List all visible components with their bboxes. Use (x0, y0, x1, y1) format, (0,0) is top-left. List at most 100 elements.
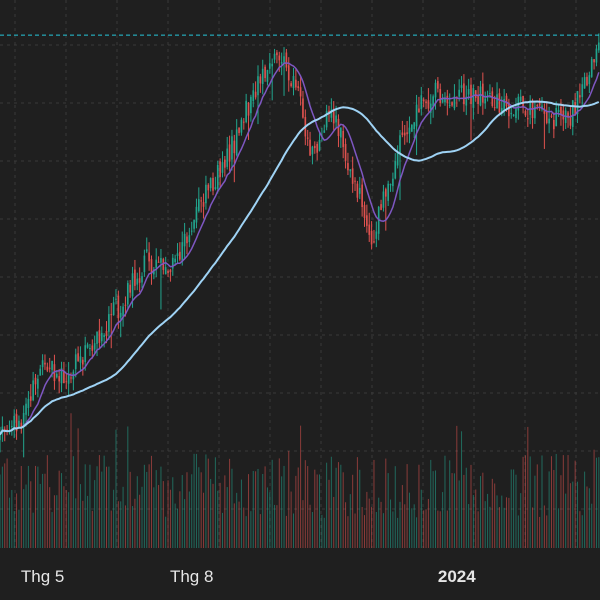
candle-body (13, 415, 16, 428)
candle-body (553, 119, 555, 130)
candle-body (138, 278, 141, 283)
candle-body (550, 115, 553, 117)
candle-body (460, 85, 463, 88)
candle-body (529, 100, 532, 115)
candle-body (202, 202, 205, 207)
candle-body (313, 145, 316, 149)
candle-body (323, 130, 326, 133)
candle-body (557, 109, 560, 113)
candle-body (413, 122, 416, 130)
candle-body (503, 98, 505, 111)
candle-body (534, 106, 536, 119)
candle-body (46, 366, 49, 371)
candle-body (100, 332, 103, 342)
candle-body (280, 62, 283, 64)
candle-body (484, 98, 487, 104)
candle-body (162, 259, 165, 270)
candle-body (226, 148, 229, 167)
candle-body (370, 230, 373, 245)
candle-body (373, 241, 375, 243)
candle-body (193, 219, 195, 229)
candle-body (124, 304, 127, 306)
candle-body (425, 101, 427, 104)
candle-body (48, 367, 51, 369)
candle-body (505, 95, 508, 107)
candle-body (271, 63, 274, 67)
candle-body (387, 183, 389, 201)
candle-body (519, 96, 522, 101)
candle-body (207, 184, 210, 191)
candle-body (195, 206, 198, 223)
candle-body (134, 269, 136, 286)
candle-body (482, 83, 484, 103)
candle-body (302, 98, 304, 118)
candle-body (238, 127, 240, 133)
candle-body (245, 100, 247, 123)
candle-body (354, 180, 356, 182)
candle-body (394, 161, 397, 179)
candle-body (259, 76, 262, 84)
candle-body (55, 373, 58, 378)
candle-body (51, 360, 53, 370)
candle-body (205, 184, 207, 204)
candle-body (477, 96, 479, 104)
candle-body (141, 276, 143, 283)
candle-body (115, 298, 117, 300)
candle-body (247, 102, 250, 116)
candle-body (543, 108, 546, 114)
candle-body (422, 99, 425, 102)
candle-body (224, 159, 226, 168)
candle-body (20, 422, 23, 429)
candle-body (325, 110, 328, 128)
candle-body (32, 380, 34, 401)
candle-body (29, 396, 32, 401)
candle-body (340, 127, 342, 138)
candle-body (15, 414, 18, 432)
candle-body (583, 77, 586, 89)
candle-body (384, 189, 387, 197)
candle-body (181, 242, 184, 263)
candle-body (306, 137, 309, 139)
candle-body (283, 56, 285, 63)
candle-body (131, 273, 134, 297)
candle-body (429, 103, 432, 113)
candle-body (105, 330, 108, 336)
candle-body (463, 83, 465, 105)
candle-body (44, 362, 46, 365)
candle-body (250, 96, 252, 114)
candle-body (399, 135, 401, 154)
candle-body (164, 267, 167, 275)
candle-body (214, 187, 217, 190)
moving-average-50 (0, 100, 600, 436)
candle-body (297, 86, 300, 89)
candle-body (418, 108, 420, 113)
candle-body (292, 76, 295, 89)
candle-body (441, 98, 444, 103)
candle-body (157, 261, 160, 263)
candle-body (593, 59, 595, 63)
candle-body (536, 105, 539, 107)
candle-body (18, 420, 20, 428)
candle-body (408, 127, 411, 134)
candle-body (316, 143, 318, 153)
candle-body (22, 412, 25, 426)
candle-body (508, 102, 510, 117)
candle-body (285, 52, 288, 68)
candle-body (119, 312, 122, 318)
candle-body (496, 94, 498, 109)
candle-body (197, 199, 200, 212)
candle-body (25, 403, 27, 415)
candle-body (467, 88, 470, 95)
candle-body (11, 426, 13, 428)
candle-body (96, 331, 98, 344)
candle-body (27, 398, 30, 408)
candle-body (84, 345, 87, 363)
candle-body (380, 204, 382, 210)
candle-body (318, 139, 321, 151)
candle-body (453, 96, 456, 109)
candle-body (110, 314, 113, 316)
candle-body (179, 251, 181, 260)
candle-body (183, 233, 186, 247)
candle-body (510, 112, 513, 115)
